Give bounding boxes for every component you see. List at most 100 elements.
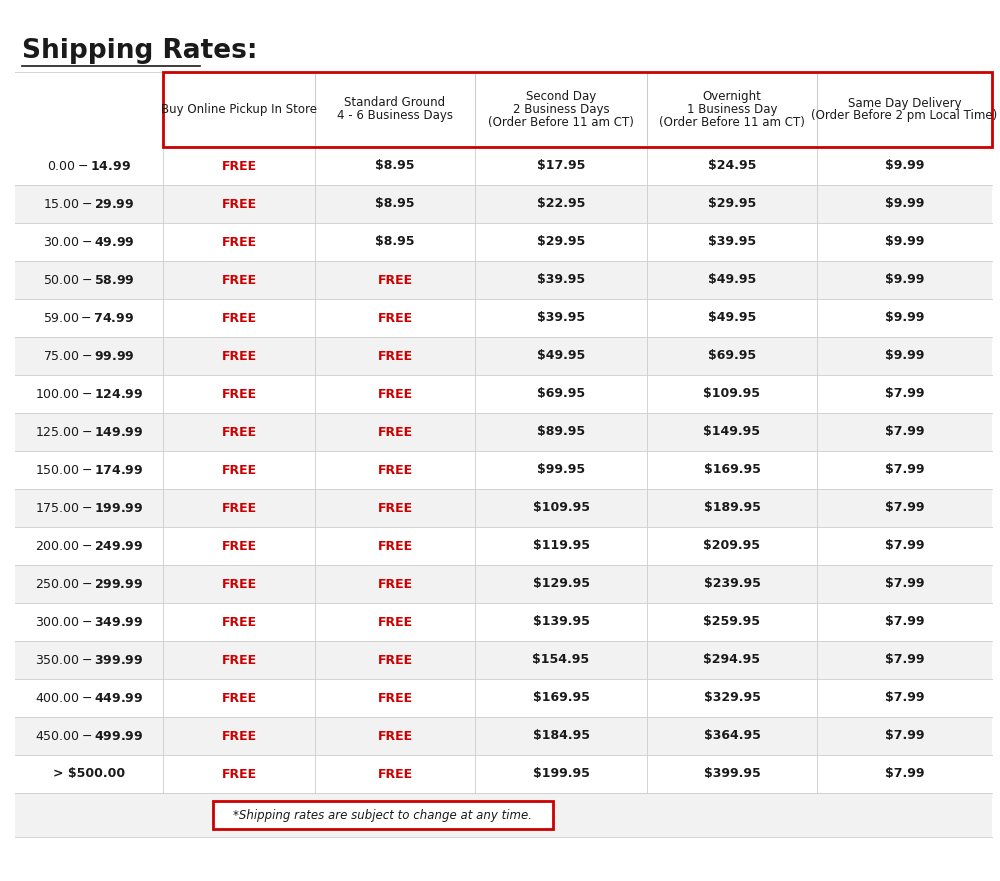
Text: FREE: FREE	[377, 273, 413, 286]
Text: 4 - 6 Business Days: 4 - 6 Business Days	[337, 109, 453, 122]
Text: FREE: FREE	[221, 235, 257, 248]
Text: Second Day: Second Day	[526, 90, 596, 103]
Text: $7.99: $7.99	[885, 578, 924, 590]
Text: FREE: FREE	[377, 654, 413, 667]
Bar	[15, 223, 992, 261]
Text: Buy Online Pickup In Store: Buy Online Pickup In Store	[161, 103, 317, 116]
Text: $7.99: $7.99	[885, 654, 924, 667]
Text: FREE: FREE	[221, 426, 257, 439]
Text: $49.95: $49.95	[537, 350, 585, 362]
Text: $250.00 - $299.99: $250.00 - $299.99	[35, 578, 143, 590]
Text: $239.95: $239.95	[704, 578, 760, 590]
Text: $39.95: $39.95	[537, 312, 585, 324]
Text: $100.00 - $124.99: $100.00 - $124.99	[35, 388, 143, 401]
Text: FREE: FREE	[377, 463, 413, 477]
Text: FREE: FREE	[221, 767, 257, 781]
Bar	[15, 413, 992, 451]
Text: FREE: FREE	[221, 273, 257, 286]
Text: $7.99: $7.99	[885, 729, 924, 743]
Text: $7.99: $7.99	[885, 692, 924, 705]
Text: $7.99: $7.99	[885, 463, 924, 477]
Text: $9.99: $9.99	[885, 159, 924, 173]
Text: $109.95: $109.95	[704, 388, 761, 401]
Text: $109.95: $109.95	[532, 501, 590, 515]
Text: Shipping Rates:: Shipping Rates:	[22, 38, 258, 64]
Text: FREE: FREE	[221, 692, 257, 705]
Text: $139.95: $139.95	[533, 616, 589, 628]
Text: FREE: FREE	[221, 539, 257, 552]
Text: $50.00 - $58.99: $50.00 - $58.99	[43, 273, 135, 286]
Text: $8.95: $8.95	[375, 197, 415, 211]
Bar	[15, 185, 992, 223]
Text: FREE: FREE	[377, 578, 413, 590]
Text: $9.99: $9.99	[885, 273, 924, 286]
Text: FREE: FREE	[377, 692, 413, 705]
Text: FREE: FREE	[377, 616, 413, 628]
Text: $69.95: $69.95	[708, 350, 756, 362]
Bar	[15, 261, 992, 299]
Text: *Shipping rates are subject to change at any time.: *Shipping rates are subject to change at…	[233, 809, 532, 821]
Text: > $500.00: > $500.00	[53, 767, 125, 781]
Text: $350.00 - $399.99: $350.00 - $399.99	[35, 654, 143, 667]
Text: $89.95: $89.95	[537, 426, 585, 439]
Text: $29.95: $29.95	[708, 197, 756, 211]
Text: FREE: FREE	[221, 197, 257, 211]
Text: FREE: FREE	[221, 616, 257, 628]
Text: $200.00 - $249.99: $200.00 - $249.99	[35, 539, 143, 552]
Text: $175.00 - $199.99: $175.00 - $199.99	[35, 501, 143, 515]
Text: $184.95: $184.95	[532, 729, 590, 743]
Text: $15.00 - $29.99: $15.00 - $29.99	[43, 197, 135, 211]
Text: $209.95: $209.95	[704, 539, 761, 552]
Text: FREE: FREE	[221, 654, 257, 667]
Text: FREE: FREE	[377, 312, 413, 324]
Text: FREE: FREE	[221, 350, 257, 362]
Text: FREE: FREE	[221, 578, 257, 590]
Text: $169.95: $169.95	[533, 692, 589, 705]
Text: $154.95: $154.95	[532, 654, 590, 667]
Text: $7.99: $7.99	[885, 767, 924, 781]
Text: $169.95: $169.95	[704, 463, 760, 477]
Text: $199.95: $199.95	[533, 767, 589, 781]
Text: (Order Before 11 am CT): (Order Before 11 am CT)	[659, 116, 805, 129]
Text: $189.95: $189.95	[704, 501, 760, 515]
Bar	[15, 717, 992, 755]
Text: $7.99: $7.99	[885, 388, 924, 401]
Text: FREE: FREE	[377, 767, 413, 781]
Text: Overnight: Overnight	[703, 90, 761, 103]
Text: FREE: FREE	[221, 501, 257, 515]
Text: $99.95: $99.95	[537, 463, 585, 477]
Text: $399.95: $399.95	[704, 767, 760, 781]
Text: $49.95: $49.95	[708, 312, 756, 324]
Text: FREE: FREE	[377, 426, 413, 439]
Text: FREE: FREE	[377, 388, 413, 401]
Text: FREE: FREE	[221, 159, 257, 173]
Text: $294.95: $294.95	[704, 654, 761, 667]
Bar	[15, 603, 992, 641]
Bar	[15, 755, 992, 793]
Text: FREE: FREE	[221, 463, 257, 477]
Text: $30.00 - $49.99: $30.00 - $49.99	[43, 235, 135, 248]
Text: $8.95: $8.95	[375, 235, 415, 248]
Text: (Order Before 2 pm Local Time): (Order Before 2 pm Local Time)	[811, 109, 998, 122]
Text: $59.00 - $74.99: $59.00 - $74.99	[43, 312, 135, 324]
Text: (Order Before 11 am CT): (Order Before 11 am CT)	[488, 116, 634, 129]
Bar	[15, 451, 992, 489]
Text: $7.99: $7.99	[885, 539, 924, 552]
Bar	[15, 299, 992, 337]
Bar	[15, 337, 992, 375]
Text: $9.99: $9.99	[885, 312, 924, 324]
Bar	[15, 641, 992, 679]
Text: FREE: FREE	[221, 388, 257, 401]
Text: $0.00 - $14.99: $0.00 - $14.99	[47, 159, 131, 173]
Text: $450.00 - $499.99: $450.00 - $499.99	[35, 729, 143, 743]
Text: Same Day Delivery: Same Day Delivery	[848, 97, 961, 109]
Bar	[15, 793, 992, 837]
Text: $259.95: $259.95	[704, 616, 761, 628]
Text: $75.00 - $99.99: $75.00 - $99.99	[43, 350, 135, 362]
Bar	[15, 679, 992, 717]
Text: $7.99: $7.99	[885, 616, 924, 628]
Text: $150.00 - $174.99: $150.00 - $174.99	[35, 463, 143, 477]
Text: $49.95: $49.95	[708, 273, 756, 286]
Text: $39.95: $39.95	[708, 235, 756, 248]
Text: $9.99: $9.99	[885, 197, 924, 211]
